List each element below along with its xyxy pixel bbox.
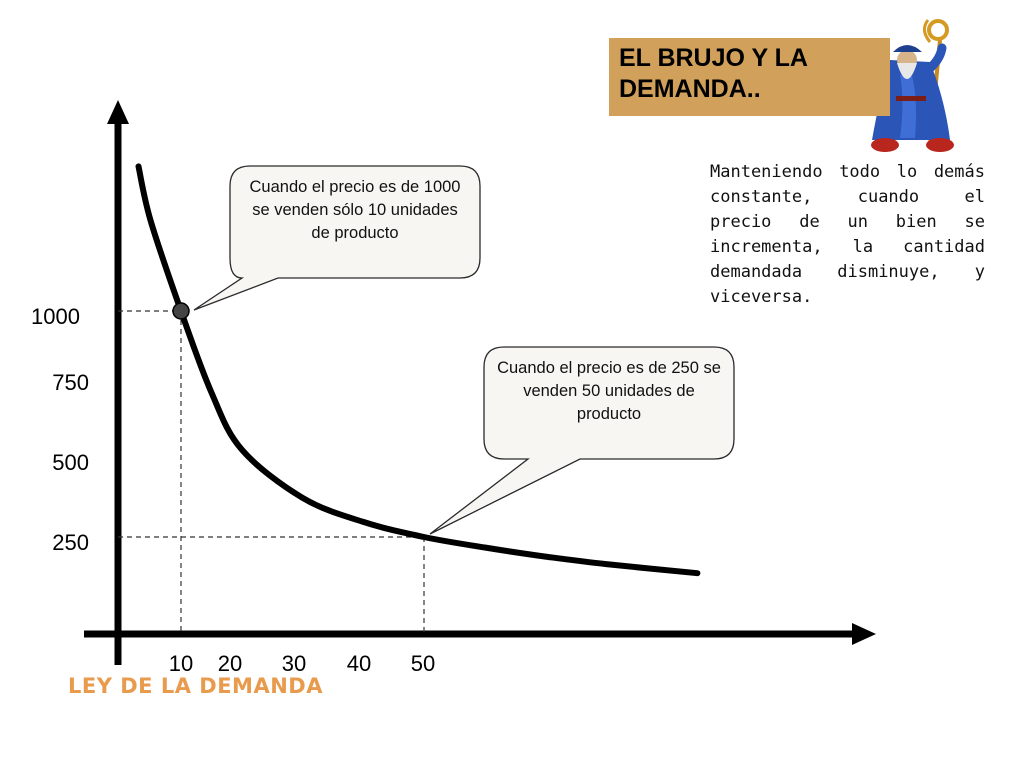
description-text: Manteniendo todo lo demás constante, cua…: [710, 162, 985, 307]
y-tick-label-1000: 1000: [31, 304, 80, 329]
footer-label: LEY DE LA DEMANDA: [68, 674, 323, 698]
y-tick-label-250: 250: [52, 530, 89, 555]
x-axis-arrowhead: [852, 623, 876, 645]
y-tick-label-500: 500: [52, 450, 89, 475]
y-tick-label-750: 750: [52, 370, 89, 395]
annotation-bottom-text: Cuando el precio es de 250 se venden 50 …: [497, 359, 721, 423]
demand-curve: [135, 163, 701, 577]
x-tick-label-20: 20: [217, 651, 243, 676]
annotation-top-text: Cuando el precio es de 1000 se venden só…: [249, 178, 461, 242]
x-tick-label-30: 30: [281, 651, 307, 676]
x-tick-label-50: 50: [410, 651, 436, 676]
title-line-2: DEMANDA..: [619, 75, 761, 103]
slide-title: EL BRUJO Y LA DEMANDA..: [609, 38, 890, 116]
speech-bubble-top: [193, 165, 481, 311]
y-axis-arrowhead: [107, 100, 129, 124]
title-line-1: EL BRUJO Y LA: [619, 44, 808, 72]
guide-lines: [118, 310, 425, 634]
speech-bubble-bottom: [429, 346, 735, 535]
x-tick-label-10: 10: [168, 651, 194, 676]
data-point-10: [172, 302, 190, 320]
x-tick-label-40: 40: [346, 651, 372, 676]
